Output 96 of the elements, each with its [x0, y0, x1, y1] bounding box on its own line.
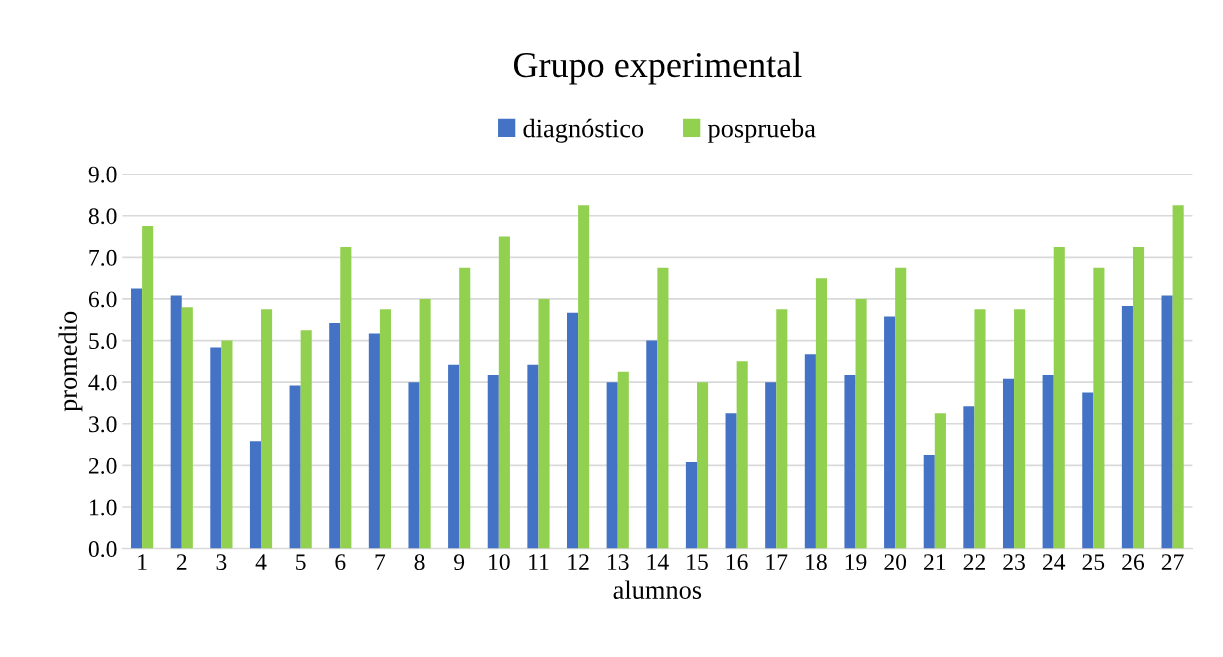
bar	[1121, 306, 1133, 549]
bar	[1161, 295, 1173, 549]
bar	[844, 375, 856, 549]
bar	[1042, 375, 1054, 549]
bar	[1082, 392, 1094, 549]
x-tick-label: 11	[529, 554, 549, 570]
bar	[249, 441, 262, 549]
bar	[210, 347, 222, 549]
bar	[1002, 378, 1015, 549]
bar	[142, 226, 154, 549]
bar	[340, 246, 352, 549]
bar	[617, 371, 629, 549]
x-tick-label: 23	[1003, 554, 1025, 571]
bar	[538, 298, 550, 549]
bar	[448, 364, 460, 549]
x-tick-label: 22	[963, 554, 985, 570]
y-tick-label: 1.0	[90, 499, 117, 516]
x-tick-label: 24	[1042, 554, 1066, 570]
x-tick-label: 4	[255, 554, 267, 570]
bar	[459, 267, 471, 549]
bar	[855, 298, 867, 549]
bar	[736, 361, 748, 549]
x-tick-label: 10	[489, 554, 510, 571]
bar	[567, 312, 579, 549]
legend-label: diagnóstico	[523, 118, 644, 143]
bar	[963, 406, 975, 549]
bar	[934, 413, 946, 549]
bar	[527, 364, 539, 549]
y-tick-label: 2.0	[88, 457, 117, 474]
y-axis-title: promedio	[58, 311, 83, 412]
bar	[923, 454, 935, 549]
x-tick-label: 19	[845, 554, 867, 571]
bar	[181, 307, 193, 549]
bar	[221, 340, 233, 549]
bar	[578, 205, 590, 549]
x-tick-label: 9	[454, 554, 465, 571]
y-tick-label: 8.0	[88, 208, 117, 225]
x-tick-label: 18	[806, 554, 827, 571]
legend-label: posprueba	[707, 118, 816, 143]
bar	[379, 309, 392, 549]
bar	[725, 413, 737, 549]
x-tick-label: 12	[568, 554, 589, 570]
x-tick-label: 26	[1122, 554, 1145, 571]
y-tick-label: 0.0	[88, 541, 117, 558]
x-tick-label: 20	[884, 554, 907, 571]
x-tick-label: 16	[726, 554, 748, 571]
chart-title: Grupo experimental	[513, 51, 802, 85]
bar	[300, 330, 312, 549]
bar	[1053, 246, 1065, 549]
bar	[487, 375, 499, 549]
bar	[815, 278, 827, 549]
bar	[657, 267, 669, 549]
x-tick-label: 15	[687, 554, 708, 571]
bar	[329, 323, 341, 549]
y-tick-label: 6.0	[88, 291, 117, 308]
y-tick-label: 9.0	[88, 166, 117, 183]
bar	[1132, 246, 1145, 549]
x-tick-label: 27	[1161, 554, 1184, 570]
x-tick-label: 6	[335, 554, 346, 571]
bar	[498, 236, 510, 549]
y-tick-label: 7.0	[89, 249, 117, 266]
bar	[895, 267, 907, 549]
x-tick-label: 13	[608, 554, 629, 571]
x-tick-label: 8	[414, 554, 425, 571]
bar	[1014, 309, 1026, 549]
bar	[170, 295, 182, 549]
x-tick-label: 3	[216, 554, 227, 571]
x-tick-label: 5	[296, 554, 306, 571]
bar	[606, 382, 618, 549]
bar	[131, 288, 143, 549]
x-axis-title: alumnos	[613, 580, 702, 599]
x-tick-label: 2	[176, 554, 187, 570]
bar	[419, 298, 431, 549]
x-tick-label: 7	[375, 554, 386, 570]
y-tick-label: 4.0	[88, 374, 117, 391]
bar	[685, 462, 697, 549]
bar	[804, 354, 816, 549]
bar	[289, 385, 301, 549]
bar	[974, 309, 986, 549]
bar	[697, 382, 709, 549]
bar	[1093, 267, 1105, 549]
x-tick-label: 14	[647, 554, 669, 570]
x-tick-label: 25	[1082, 554, 1105, 571]
bar	[884, 316, 896, 549]
bar	[765, 382, 777, 549]
y-tick-label: 3.0	[89, 416, 117, 433]
bar	[368, 333, 380, 549]
bar	[1172, 205, 1184, 549]
bar	[776, 309, 788, 549]
bar	[408, 382, 420, 549]
x-tick-label: 21	[924, 554, 946, 570]
y-tick-label: 5.0	[89, 333, 117, 350]
bar	[646, 340, 658, 549]
x-tick-label: 1	[138, 554, 147, 570]
bar	[261, 309, 273, 549]
x-tick-label: 17	[766, 554, 788, 570]
